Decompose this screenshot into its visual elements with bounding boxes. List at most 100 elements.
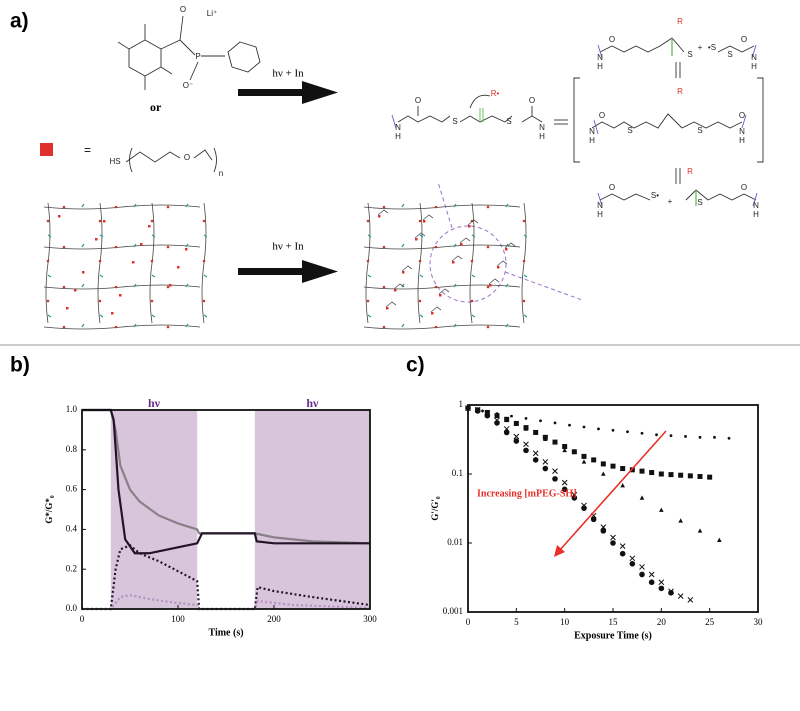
crosslink bbox=[133, 323, 137, 328]
atom-label: n bbox=[219, 169, 223, 178]
crosslink bbox=[367, 314, 372, 318]
point bbox=[561, 486, 568, 493]
crosslink bbox=[46, 259, 50, 263]
point bbox=[590, 516, 597, 523]
y-tick-label: 0.6 bbox=[66, 484, 78, 494]
point bbox=[659, 507, 664, 512]
initiator bbox=[415, 238, 418, 241]
network-strand bbox=[97, 202, 103, 324]
crosslink bbox=[114, 325, 118, 329]
crosslink bbox=[486, 285, 490, 289]
point bbox=[581, 453, 587, 459]
point bbox=[523, 426, 529, 431]
crosslink bbox=[203, 314, 208, 318]
atom-label: O bbox=[180, 5, 186, 14]
point bbox=[697, 473, 703, 479]
crosslink bbox=[98, 219, 102, 223]
point bbox=[658, 579, 665, 586]
atom-label: O bbox=[599, 111, 605, 120]
atom-label: N bbox=[589, 127, 595, 136]
series-line bbox=[82, 593, 371, 611]
crosslink bbox=[81, 323, 85, 328]
crosslink bbox=[133, 283, 137, 288]
initiator bbox=[423, 220, 426, 223]
point bbox=[542, 458, 549, 465]
atom-label: N bbox=[753, 201, 759, 210]
crosslink bbox=[453, 283, 457, 288]
fragment bbox=[451, 255, 463, 262]
point bbox=[658, 471, 664, 477]
network-strand bbox=[363, 284, 521, 290]
crosslink bbox=[62, 245, 66, 249]
crosslink bbox=[47, 234, 52, 238]
crosslink bbox=[166, 205, 170, 209]
point bbox=[582, 425, 586, 429]
point bbox=[552, 476, 558, 482]
atom-label: R• bbox=[491, 89, 500, 98]
point bbox=[532, 450, 539, 457]
initiator bbox=[140, 243, 143, 246]
point bbox=[510, 414, 513, 418]
atom-label: S bbox=[506, 117, 511, 126]
exposure-shade bbox=[110, 410, 198, 609]
point bbox=[717, 537, 722, 542]
crosslink bbox=[81, 243, 85, 248]
initiator bbox=[505, 248, 508, 251]
initiator bbox=[386, 307, 389, 310]
crosslink bbox=[471, 234, 476, 238]
arrow-label: hν + In bbox=[272, 241, 304, 253]
crosslink bbox=[486, 325, 490, 329]
point bbox=[571, 449, 577, 455]
y-tick-label: 0.0 bbox=[66, 603, 78, 613]
point bbox=[626, 430, 629, 434]
crosslink bbox=[382, 205, 386, 209]
atom-label: N bbox=[597, 201, 603, 210]
mechanism-lines bbox=[397, 37, 764, 201]
x-tick-label: 5 bbox=[514, 617, 519, 627]
crosslink bbox=[522, 259, 526, 263]
point bbox=[503, 429, 510, 436]
point bbox=[669, 434, 673, 438]
point bbox=[494, 413, 500, 419]
crosslink bbox=[382, 285, 386, 289]
atom-label: H bbox=[753, 210, 759, 219]
crosslink bbox=[382, 245, 386, 249]
crosslink bbox=[366, 259, 370, 263]
crosslink bbox=[453, 323, 457, 328]
crosslink bbox=[401, 283, 405, 288]
point bbox=[533, 429, 539, 435]
crosslink bbox=[401, 243, 405, 248]
crosslink bbox=[522, 299, 526, 303]
atom-label: S bbox=[687, 50, 692, 59]
plot-frame bbox=[81, 409, 371, 610]
point bbox=[678, 472, 684, 478]
initiator bbox=[460, 243, 463, 246]
network-strand bbox=[365, 202, 371, 324]
crosslink bbox=[47, 314, 52, 318]
point bbox=[619, 543, 626, 550]
initiator bbox=[452, 261, 455, 264]
crosslink bbox=[486, 245, 490, 249]
initiator bbox=[497, 266, 500, 269]
point bbox=[539, 419, 542, 423]
atom-label: H bbox=[597, 210, 603, 219]
initiator bbox=[468, 225, 471, 228]
x-tick-label: 25 bbox=[705, 617, 715, 627]
crosslink bbox=[81, 283, 85, 288]
point bbox=[523, 441, 529, 448]
point bbox=[629, 555, 636, 562]
fragment bbox=[488, 278, 500, 285]
point bbox=[677, 593, 684, 599]
shade-label: hν bbox=[148, 396, 161, 410]
atom-label: O bbox=[529, 96, 535, 105]
y-tick-label: 1 bbox=[459, 399, 464, 409]
point bbox=[610, 534, 616, 541]
point bbox=[655, 433, 658, 437]
point bbox=[543, 436, 548, 441]
point bbox=[713, 435, 716, 439]
crosslink bbox=[151, 274, 156, 278]
point bbox=[591, 457, 597, 463]
x-tick-label: 0 bbox=[466, 617, 471, 627]
point bbox=[524, 416, 528, 420]
point bbox=[504, 417, 509, 423]
